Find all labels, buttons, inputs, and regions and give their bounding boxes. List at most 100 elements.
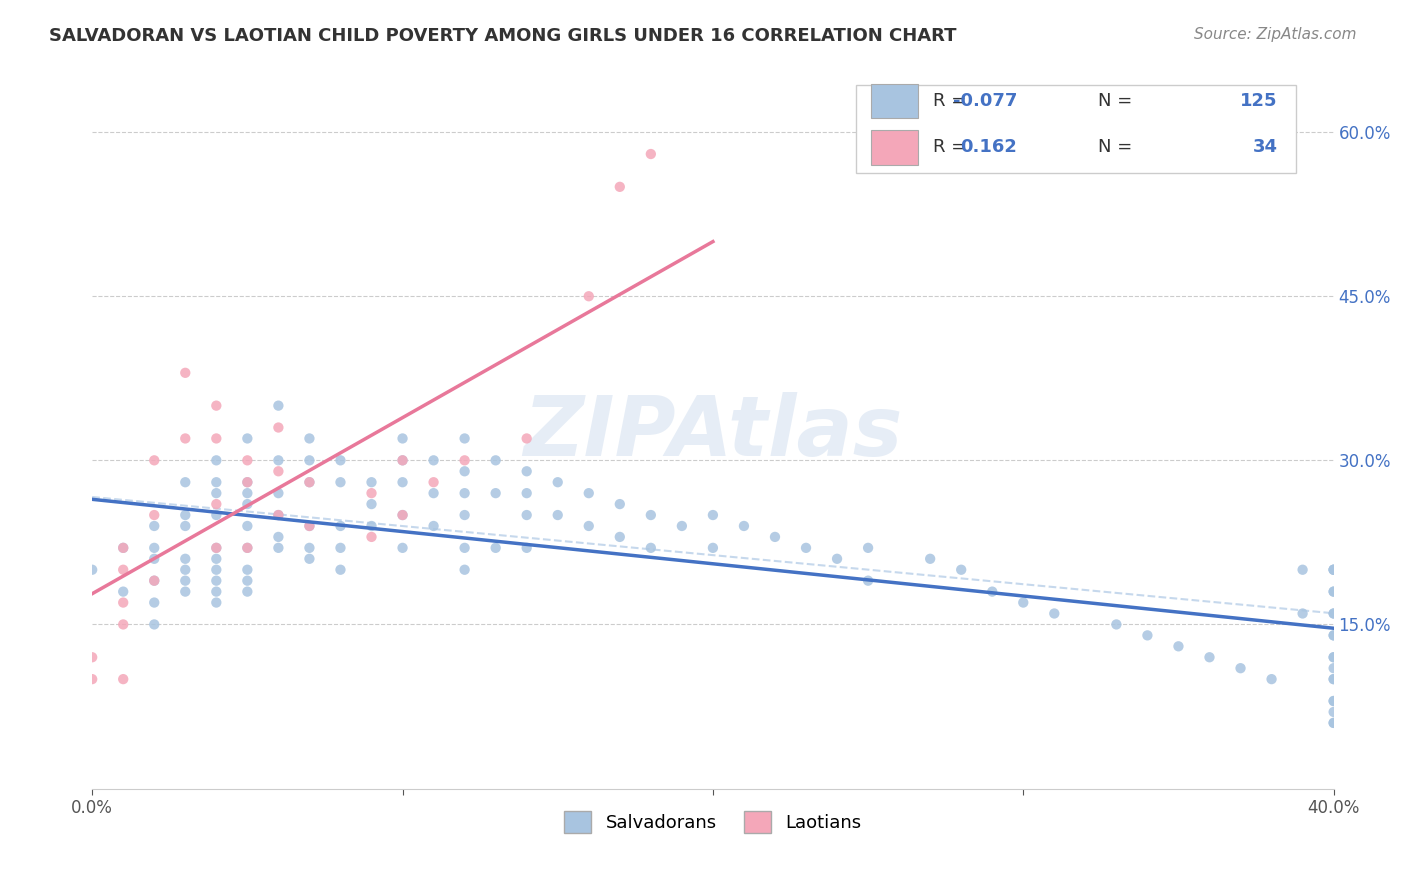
Point xyxy=(1323,715,1346,730)
Point xyxy=(1323,672,1346,686)
Point xyxy=(391,541,413,555)
Point xyxy=(174,519,197,533)
Point xyxy=(763,530,786,544)
Point xyxy=(236,541,259,555)
Point xyxy=(174,574,197,588)
Point xyxy=(453,508,475,522)
Point xyxy=(112,541,135,555)
Point xyxy=(422,486,444,500)
Point xyxy=(825,551,848,566)
Point xyxy=(298,519,321,533)
Point xyxy=(112,672,135,686)
Point xyxy=(391,432,413,446)
Point xyxy=(516,486,538,500)
Point xyxy=(856,574,879,588)
Point xyxy=(236,497,259,511)
Text: SALVADORAN VS LAOTIAN CHILD POVERTY AMONG GIRLS UNDER 16 CORRELATION CHART: SALVADORAN VS LAOTIAN CHILD POVERTY AMON… xyxy=(49,27,956,45)
Point xyxy=(82,563,104,577)
Point xyxy=(267,508,290,522)
Point xyxy=(329,541,352,555)
Point xyxy=(174,584,197,599)
Point xyxy=(609,497,631,511)
FancyBboxPatch shape xyxy=(870,84,918,119)
Point xyxy=(578,289,600,303)
Point xyxy=(360,519,382,533)
Point xyxy=(329,453,352,467)
Point xyxy=(143,617,166,632)
Point xyxy=(516,508,538,522)
Point xyxy=(1291,607,1313,621)
Point xyxy=(205,508,228,522)
Point xyxy=(485,541,508,555)
Point xyxy=(609,530,631,544)
Point xyxy=(267,464,290,478)
Point xyxy=(1198,650,1220,665)
Text: R =: R = xyxy=(932,138,966,156)
Point xyxy=(391,453,413,467)
Point xyxy=(1229,661,1251,675)
Point xyxy=(236,475,259,490)
Point xyxy=(1323,715,1346,730)
Point xyxy=(1323,628,1346,642)
Point xyxy=(1043,607,1066,621)
Point xyxy=(205,541,228,555)
Point xyxy=(422,519,444,533)
Point xyxy=(174,551,197,566)
Point xyxy=(1323,563,1346,577)
Point xyxy=(1323,563,1346,577)
Point xyxy=(143,574,166,588)
Point xyxy=(516,432,538,446)
Point xyxy=(205,574,228,588)
Point xyxy=(143,453,166,467)
Point xyxy=(1323,650,1346,665)
Point xyxy=(1323,563,1346,577)
Point xyxy=(391,475,413,490)
Point xyxy=(205,432,228,446)
Point xyxy=(267,508,290,522)
Point xyxy=(174,563,197,577)
Point xyxy=(298,541,321,555)
Point xyxy=(1323,584,1346,599)
Point xyxy=(1323,607,1346,621)
Point xyxy=(143,508,166,522)
Point xyxy=(298,453,321,467)
Point xyxy=(360,475,382,490)
Point xyxy=(236,519,259,533)
Text: 125: 125 xyxy=(1240,92,1278,111)
Point xyxy=(236,563,259,577)
Point xyxy=(453,453,475,467)
Point xyxy=(174,508,197,522)
Point xyxy=(453,432,475,446)
Point xyxy=(329,519,352,533)
Text: Source: ZipAtlas.com: Source: ZipAtlas.com xyxy=(1194,27,1357,42)
Point xyxy=(1291,563,1313,577)
Point xyxy=(422,475,444,490)
Point xyxy=(143,519,166,533)
Point xyxy=(1260,672,1282,686)
Point xyxy=(422,453,444,467)
Point xyxy=(174,432,197,446)
Point xyxy=(298,475,321,490)
Point xyxy=(640,147,662,161)
Point xyxy=(360,497,382,511)
Point xyxy=(453,486,475,500)
Point xyxy=(112,563,135,577)
Point xyxy=(485,486,508,500)
Text: N =: N = xyxy=(1098,92,1132,111)
Point xyxy=(205,541,228,555)
Point xyxy=(794,541,817,555)
Point xyxy=(329,475,352,490)
Point xyxy=(205,486,228,500)
Point xyxy=(1323,661,1346,675)
Point xyxy=(236,432,259,446)
Point xyxy=(298,475,321,490)
Point xyxy=(329,563,352,577)
Point xyxy=(298,551,321,566)
Point xyxy=(205,475,228,490)
Point xyxy=(1136,628,1159,642)
Point xyxy=(112,584,135,599)
FancyBboxPatch shape xyxy=(856,85,1296,173)
Point xyxy=(671,519,693,533)
Point xyxy=(391,508,413,522)
Point xyxy=(82,672,104,686)
